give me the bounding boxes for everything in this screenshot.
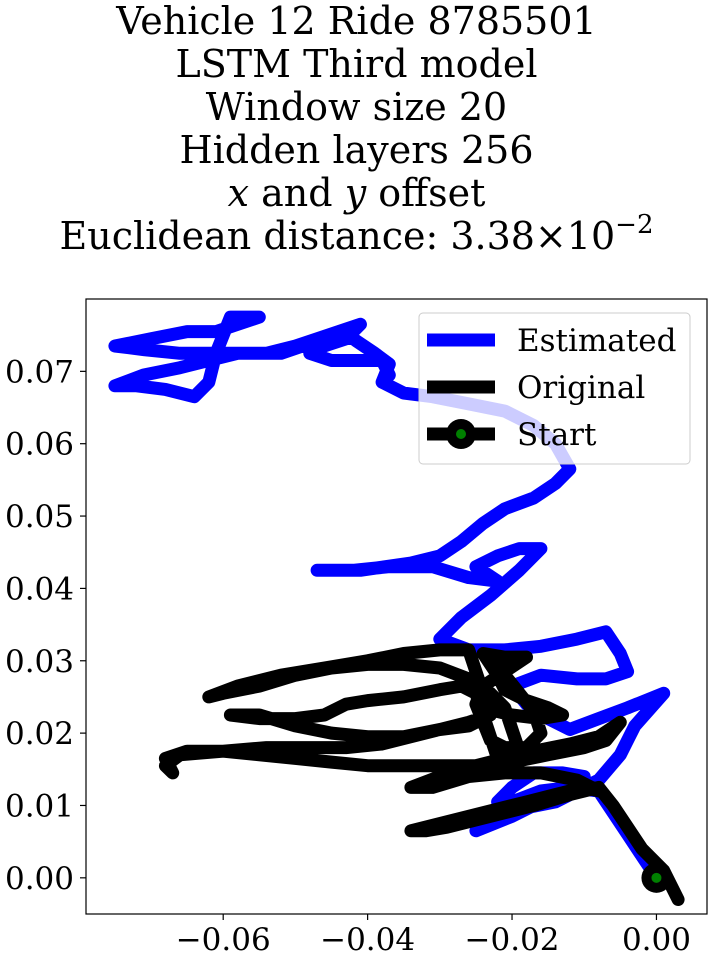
y-tick-label: 0.00 bbox=[5, 861, 74, 897]
y-tick-label: 0.01 bbox=[5, 788, 74, 824]
plot-frame bbox=[85, 298, 708, 915]
series-layer bbox=[108, 310, 685, 906]
title-line-1: Vehicle 12 Ride 8785501 bbox=[116, 0, 597, 43]
title-line-4: Hidden layers 256 bbox=[179, 128, 534, 172]
title-y-symbol: y bbox=[344, 171, 367, 215]
series-line-original bbox=[158, 643, 685, 906]
chart-title: Vehicle 12 Ride 8785501 LSTM Third model… bbox=[0, 0, 713, 258]
y-tick-label: 0.04 bbox=[5, 571, 74, 607]
y-tick-label: 0.02 bbox=[5, 716, 74, 752]
title-x-symbol: x bbox=[227, 171, 250, 215]
y-tick-label: 0.06 bbox=[5, 427, 74, 463]
legend-label-start: Start bbox=[517, 417, 597, 453]
y-tick-label: 0.07 bbox=[5, 354, 74, 390]
axis-layer: −0.06 −0.04 −0.02 0.00 0.00 0.01 0.02 0.03 0.04 0… bbox=[5, 354, 691, 958]
legend-label-estimated: Estimated bbox=[517, 323, 676, 359]
y-tick-label: 0.03 bbox=[5, 644, 74, 680]
title-offset-text: offset bbox=[366, 171, 486, 215]
legend-label-original: Original bbox=[517, 370, 645, 406]
legend-box bbox=[418, 312, 691, 465]
title-distance-text: Euclidean distance: 3.38×10 bbox=[59, 214, 616, 258]
y-tick-label: 0.05 bbox=[5, 499, 74, 535]
x-tick-label: −0.04 bbox=[320, 922, 415, 958]
x-tick-label: −0.06 bbox=[176, 922, 271, 958]
title-line-6: Euclidean distance: 3.38×10−2 bbox=[0, 212, 713, 258]
title-line-5: x and y offset bbox=[0, 172, 713, 215]
title-and-text: and bbox=[249, 171, 345, 215]
title-line-2: LSTM Third model bbox=[175, 42, 538, 86]
title-distance-exponent: −2 bbox=[615, 210, 654, 240]
start-marker-dot bbox=[651, 872, 662, 883]
legend-marker-dot bbox=[456, 429, 466, 439]
x-tick-label: 0.00 bbox=[622, 922, 691, 958]
x-tick-label: −0.02 bbox=[465, 922, 560, 958]
title-line-3: Window size 20 bbox=[205, 85, 508, 129]
legend: Estimated Original Start bbox=[418, 312, 691, 465]
